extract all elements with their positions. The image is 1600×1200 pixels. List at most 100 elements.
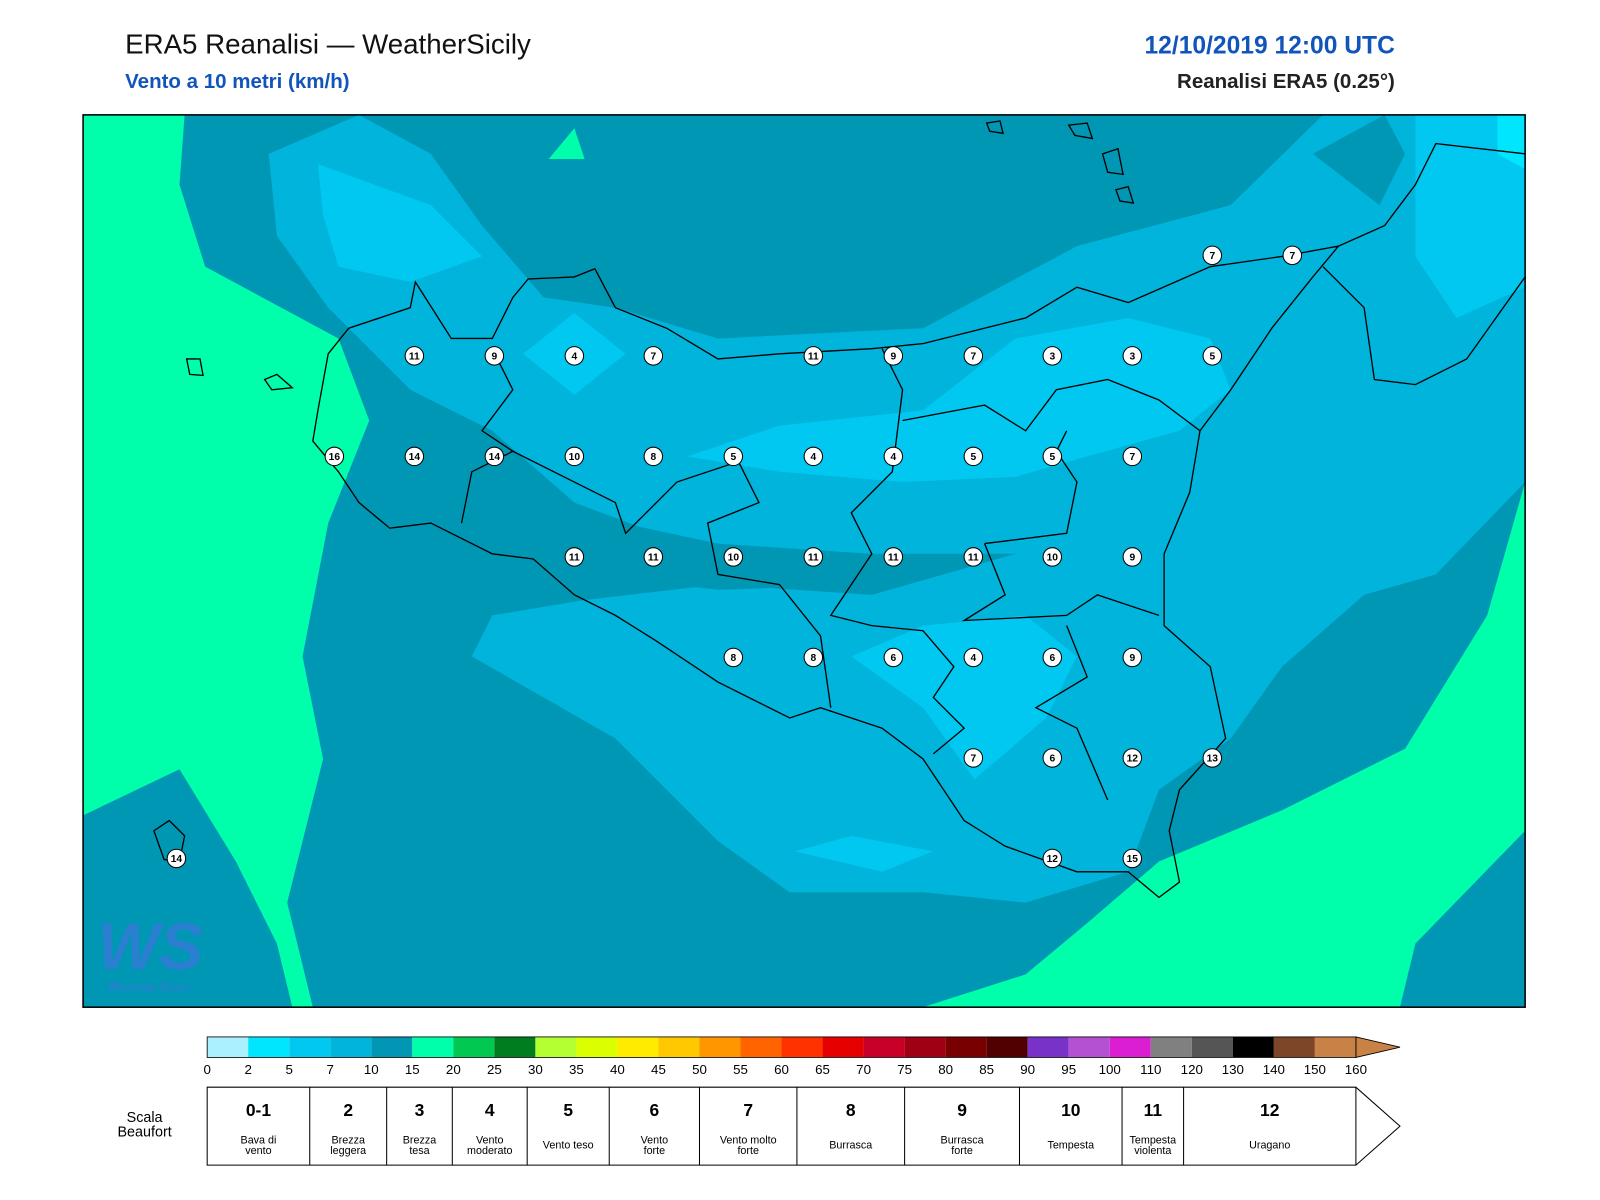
station-marker [1122, 748, 1143, 768]
station-marker [1122, 848, 1143, 869]
beaufort-force: 8 [846, 1100, 856, 1120]
colorbar-swatch [699, 1036, 741, 1058]
colorbar-tick-label: 100 [1099, 1062, 1121, 1077]
colorbar-frame [206, 1036, 1357, 1058]
colorbar-swatch [1314, 1036, 1356, 1058]
station-value: 4 [970, 653, 976, 664]
beaufort-name: Vento molto [720, 1135, 777, 1147]
province-border [902, 378, 1201, 432]
station-value: 13 [1207, 754, 1219, 765]
subtitle: Vento a 10 metri (km/h) [125, 70, 349, 93]
beaufort-force: 4 [485, 1100, 495, 1120]
station-value: 6 [1049, 653, 1055, 664]
station-marker [1122, 346, 1143, 366]
wind-zone [83, 769, 293, 1008]
province-border [1034, 625, 1109, 801]
beaufort-name: Burrasca [941, 1135, 984, 1147]
station-value: 10 [728, 553, 740, 564]
station-marker [963, 346, 984, 366]
colorbar-tick-label: 40 [610, 1062, 625, 1077]
station-value: 11 [968, 553, 979, 564]
beaufort-label: Scala [127, 1110, 163, 1126]
station-marker [643, 547, 664, 567]
wind-zone [1415, 114, 1526, 318]
station-value: 8 [650, 452, 656, 463]
station-marker [1042, 346, 1063, 366]
colorbar-swatch [289, 1036, 331, 1058]
beaufort-name: Brezza [331, 1135, 364, 1147]
colorbar-swatch [945, 1036, 987, 1058]
station-marker [1202, 245, 1223, 266]
wind-zone [851, 615, 1077, 780]
station-value: 9 [1129, 653, 1135, 664]
station-marker [723, 446, 744, 467]
beaufort-name: Tempesta [1047, 1140, 1094, 1152]
beaufort-force: 5 [563, 1100, 573, 1120]
beaufort-label: Beaufort [117, 1124, 171, 1140]
colorbar-swatch [617, 1036, 659, 1058]
colorbar-tick-label: 150 [1304, 1062, 1326, 1077]
station-marker [803, 446, 824, 467]
station-value: 5 [1049, 452, 1055, 463]
station-value: 4 [890, 452, 896, 463]
colorbar-tick-label: 75 [897, 1062, 912, 1077]
beaufort-name: moderato [467, 1145, 512, 1157]
station-value: 15 [1127, 854, 1139, 865]
station-value: 7 [1129, 452, 1135, 463]
colorbar-tick-label: 120 [1181, 1062, 1203, 1077]
station-marker [883, 446, 904, 467]
wind-zone [317, 164, 483, 283]
colorbar-tick-label: 55 [733, 1062, 748, 1077]
beaufort-force: 3 [415, 1100, 425, 1120]
station-value: 4 [810, 452, 816, 463]
wind-zone [923, 482, 1526, 1008]
station-value: 5 [1209, 351, 1215, 362]
colorbar-tick-label: 5 [286, 1062, 293, 1077]
station-value: 11 [808, 351, 819, 362]
station-marker [803, 647, 824, 668]
colorbar-swatch [576, 1036, 618, 1058]
colorbar-swatch [453, 1036, 495, 1058]
colorbar-swatch [371, 1036, 413, 1058]
colorbar-swatch [412, 1036, 454, 1058]
colorbar-tick-label: 130 [1222, 1062, 1244, 1077]
station-value: 16 [329, 452, 341, 463]
province-border [512, 450, 832, 708]
beaufort-name: Vento [641, 1135, 669, 1147]
wind-zone [1312, 114, 1406, 206]
station-marker [803, 346, 824, 366]
beaufort-name: violenta [1134, 1145, 1171, 1157]
station-marker [1122, 547, 1143, 567]
wind-zone [1399, 830, 1526, 1008]
colorbar-swatch [1232, 1036, 1274, 1058]
province-border [460, 348, 515, 524]
station-value: 10 [569, 452, 581, 463]
station-marker [1042, 848, 1063, 869]
island [185, 358, 204, 377]
colorbar-swatch [781, 1036, 823, 1058]
station-marker [404, 346, 425, 366]
station-marker [963, 748, 984, 768]
colorbar-tick-label: 110 [1140, 1062, 1161, 1077]
beaufort-name: tesa [409, 1145, 429, 1157]
beaufort-name: forte [951, 1145, 973, 1157]
wind-zone [1497, 114, 1526, 170]
station-value: 11 [569, 553, 580, 564]
station-value: 6 [1049, 754, 1055, 765]
station-marker [1042, 547, 1063, 567]
colorbar-tick-label: 85 [979, 1062, 994, 1077]
station-marker [404, 446, 425, 467]
colorbar-tick-label: 45 [651, 1062, 666, 1077]
colorbar-tick-label: 30 [528, 1062, 543, 1077]
beaufort-force: 11 [1144, 1100, 1163, 1120]
colorbar-tick-label: 20 [446, 1062, 461, 1077]
station-marker [564, 346, 585, 366]
colorbar-tick-label: 95 [1061, 1062, 1076, 1077]
island [1067, 122, 1094, 140]
beaufort-force: 6 [650, 1100, 660, 1120]
station-marker [723, 647, 744, 668]
station-marker [963, 647, 984, 668]
beaufort-name: Burrasca [829, 1140, 872, 1152]
beaufort-name: forte [644, 1145, 666, 1157]
colorbar-tick-label: 15 [405, 1062, 420, 1077]
